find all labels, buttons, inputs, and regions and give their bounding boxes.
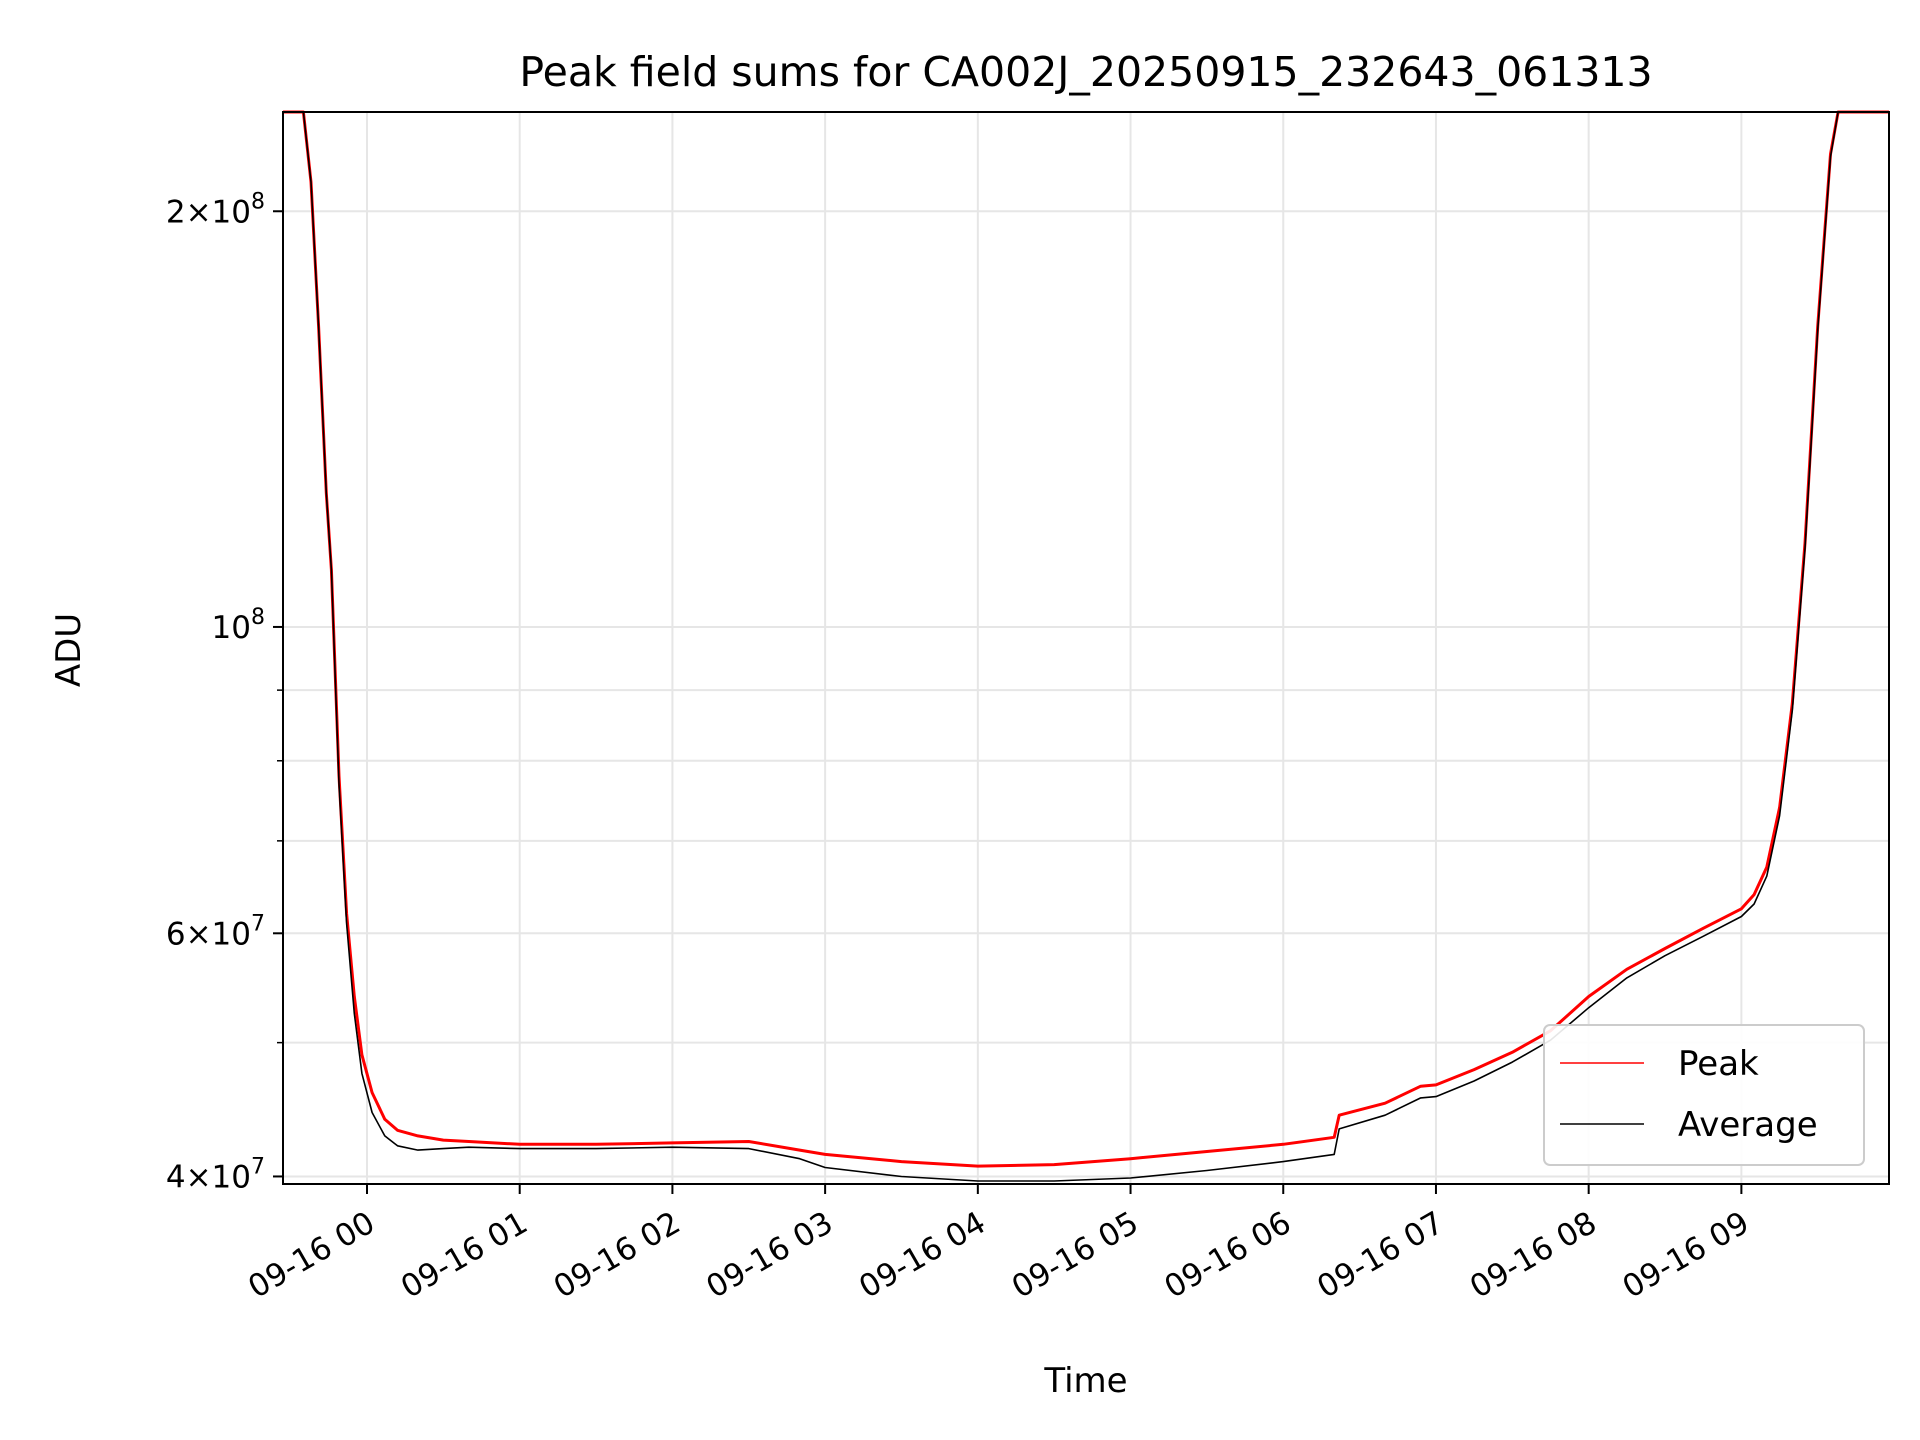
legend-box [1543, 1024, 1865, 1166]
y-tick-label: 6×107 [166, 911, 265, 952]
plot-frame [282, 111, 1890, 1185]
y-tick-label: 2×108 [166, 189, 265, 230]
series-line-average [283, 111, 1889, 1182]
chart-title: Peak field sums for CA002J_20250915_2326… [519, 48, 1652, 96]
y-tick-label: 108 [212, 605, 265, 646]
legend-label-peak: Peak [1678, 1044, 1759, 1084]
legend-label-average: Average [1678, 1105, 1818, 1145]
series-line-peak [283, 110, 1889, 1168]
legend: Peak Average [1543, 1024, 1865, 1166]
x-axis-label: Time [1043, 1361, 1127, 1401]
y-tick-label: 4×107 [166, 1154, 265, 1195]
series-layer [283, 110, 1889, 1182]
y-axis-label: ADU [49, 613, 89, 687]
